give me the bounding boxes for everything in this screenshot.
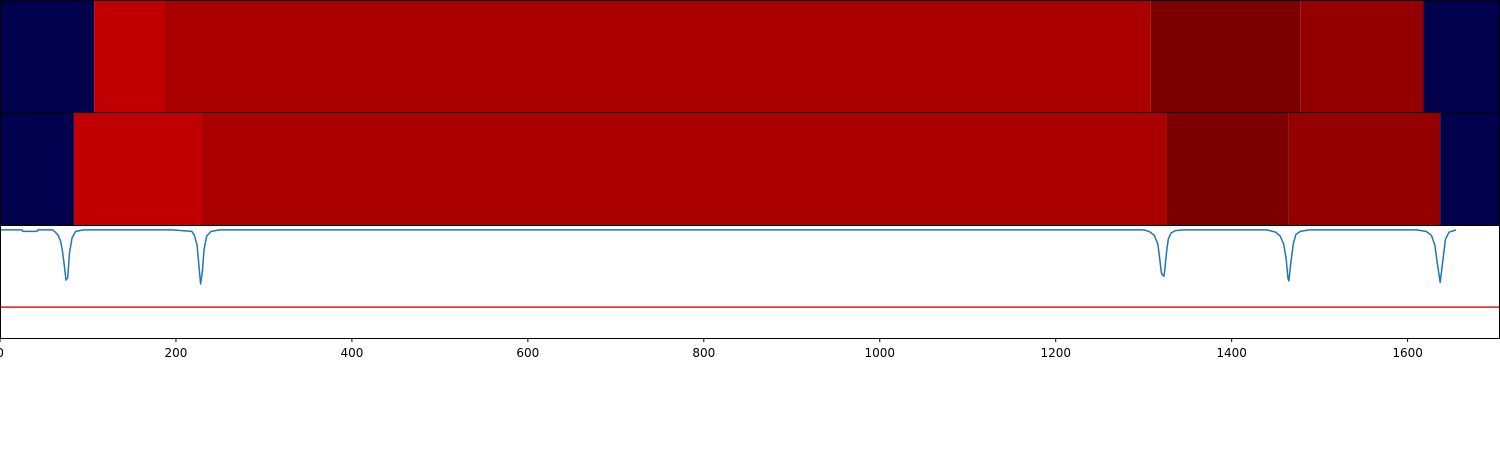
x-axis: 0 200 400 600 800 1000 1200 1400 1600	[0, 338, 1423, 360]
x-tick-label-0: 0	[0, 346, 4, 360]
segments-top-segment-5	[1423, 1, 1500, 112]
segments-top-segment-3	[1150, 1, 1301, 112]
x-tick-label-8: 1600	[1392, 346, 1423, 360]
segments-bottom-segment-2	[201, 113, 1167, 225]
segments-top-segment-2	[164, 1, 1151, 112]
segments-top-segment-0	[0, 1, 95, 112]
segment-panel-bottom	[0, 112, 1500, 226]
segments-bottom-segment-4	[1288, 113, 1441, 225]
segments-bottom-segment-1	[73, 113, 202, 225]
x-tick-label-5: 1000	[864, 346, 895, 360]
x-tick-label-4: 800	[692, 346, 715, 360]
signal-line-0	[0, 229, 1457, 285]
signal-panel	[0, 226, 1500, 339]
segment-panel-top	[0, 0, 1500, 113]
x-tick-label-6: 1200	[1040, 346, 1071, 360]
segments-bottom-segment-3	[1166, 113, 1289, 225]
x-tick-label-7: 1400	[1216, 346, 1247, 360]
x-tick-label-1: 200	[164, 346, 187, 360]
segments-bottom-segment-0	[0, 113, 74, 225]
segments-top-segment-4	[1300, 1, 1424, 112]
x-tick-label-3: 600	[516, 346, 539, 360]
segments-top-segment-1	[94, 1, 165, 112]
x-tick-label-2: 400	[340, 346, 363, 360]
segments-bottom-segment-5	[1440, 113, 1500, 225]
